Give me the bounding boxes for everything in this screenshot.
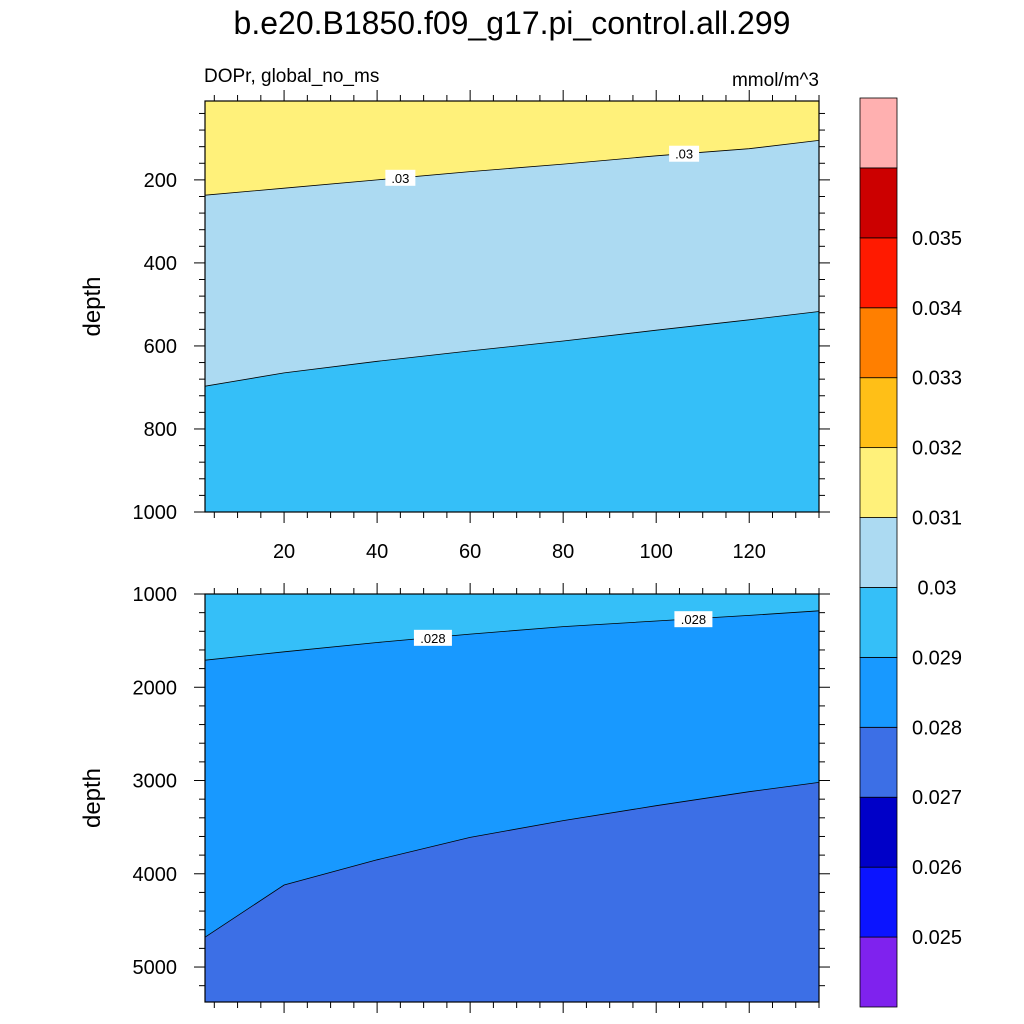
x-tick-label: 100	[640, 541, 673, 563]
x-tick-label: 20	[273, 541, 295, 563]
colorbar-swatch-12	[859, 97, 898, 169]
y-tick-label: 200	[144, 170, 177, 192]
contour-band-0	[205, 101, 819, 196]
y-tick-label: 1000	[133, 502, 178, 524]
contour-label-bg-1	[669, 145, 700, 162]
contour-band-1	[205, 140, 819, 387]
contour-band-2	[205, 311, 819, 512]
colorbar-label: 0.032	[912, 438, 962, 460]
contour-band-0	[205, 594, 819, 661]
y-axis-label: depth	[79, 768, 106, 828]
left-subtitle: DOPr, global_no_ms	[204, 66, 379, 87]
x-tick-label: 80	[552, 541, 574, 563]
colorbar-swatch-1	[859, 866, 898, 938]
y-tick-label: 4000	[133, 864, 178, 886]
colorbar-swatch-3	[859, 726, 898, 798]
contour-label-1: .03	[675, 147, 693, 162]
colorbar-label: 0.033	[912, 368, 962, 390]
colorbar-swatch-4	[859, 656, 898, 728]
x-ticks	[213, 90, 820, 523]
contour-fills	[205, 594, 819, 1002]
x-tick-label: 60	[459, 541, 481, 563]
x-tick-label: 120	[733, 541, 766, 563]
colorbar-label: 0.034	[912, 298, 962, 320]
lower-depth-panel: .028 .028 1000 2000 3000 4000 5000 depth	[79, 583, 830, 1013]
colorbar-swatch-8	[859, 377, 898, 449]
plot-frame	[204, 593, 820, 1003]
contour-fills	[205, 101, 819, 512]
colorbar-label: 0.025	[912, 927, 962, 949]
y-tick-label: 2000	[133, 677, 178, 699]
contour-line-0	[205, 610, 819, 661]
y-ticks	[194, 112, 830, 513]
x-ticks	[213, 583, 820, 1013]
colorbar-swatch-11	[859, 167, 898, 239]
colorbar-swatch-5	[859, 587, 898, 658]
contour-band-1	[205, 610, 819, 938]
colorbar-label: 0.03	[918, 577, 957, 599]
y-tick-label: 600	[144, 336, 177, 358]
colorbar-swatch-7	[859, 447, 898, 518]
contour-label-0: .03	[391, 171, 409, 186]
contour-label-bg-0	[413, 629, 452, 646]
y-tick-label: 5000	[133, 957, 178, 979]
colorbar-label: 0.035	[912, 228, 962, 250]
colorbar-swatch-10	[859, 237, 898, 309]
colorbar-label: 0.028	[912, 717, 962, 739]
contour-label-bg-0	[385, 169, 416, 186]
colorbar-label: 0.031	[912, 508, 962, 530]
x-tick-label: 40	[366, 541, 388, 563]
colorbar-label: 0.029	[912, 647, 962, 669]
colorbar-label: 0.027	[912, 787, 962, 809]
colorbar-swatch-2	[859, 796, 898, 868]
units-subtitle: mmol/m^3	[732, 70, 819, 91]
colorbar: 0.025 0.026 0.027 0.028 0.029 0.03 0.031 0.032 0…	[859, 97, 962, 1008]
colorbar-swatch-0	[859, 936, 898, 1008]
contour-label-0: .028	[420, 631, 445, 646]
y-ticks	[194, 593, 830, 987]
upper-depth-panel: .03 .03 20 40 60 80 100 120 200 400 600 800 1000 dept…	[79, 90, 830, 563]
y-tick-label: 1000	[133, 584, 178, 606]
plot-frame	[204, 100, 820, 513]
contour-line-1	[205, 311, 819, 387]
y-tick-label: 800	[144, 419, 177, 441]
contour-line-1	[205, 782, 819, 938]
y-axis-label: depth	[79, 276, 106, 336]
colorbar-swatch-9	[859, 307, 898, 379]
contour-label-1: .028	[681, 612, 706, 627]
contour-line-0	[205, 140, 819, 196]
y-tick-label: 400	[144, 253, 177, 275]
colorbar-swatch-6	[859, 517, 898, 588]
colorbar-label: 0.026	[912, 857, 962, 879]
chart-title: b.e20.B1850.f09_g17.pi_control.all.299	[234, 5, 791, 41]
y-tick-label: 3000	[133, 771, 178, 793]
contour-label-bg-1	[674, 611, 713, 628]
contour-band-2	[205, 782, 819, 1002]
